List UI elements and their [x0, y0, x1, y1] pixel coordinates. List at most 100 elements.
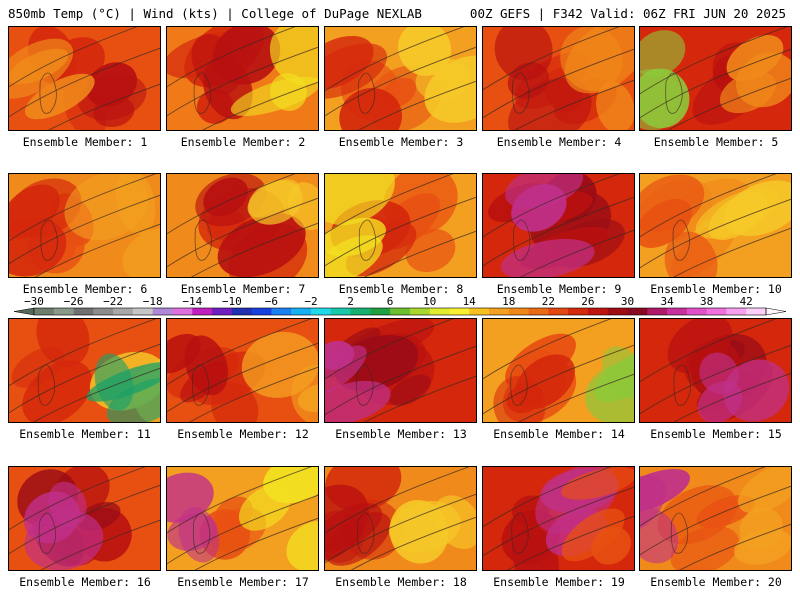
contour-line	[9, 484, 160, 555]
temperature-field	[9, 319, 160, 422]
temperature-field	[640, 174, 791, 277]
temperature-region	[388, 500, 461, 553]
contour-line	[640, 198, 791, 269]
contour-line	[483, 467, 612, 528]
temperature-region	[24, 73, 95, 120]
temperature-region	[640, 507, 679, 564]
colorbar-swatch	[271, 308, 292, 315]
temperature-field	[640, 467, 791, 570]
ensemble-member-map	[324, 318, 477, 423]
colorbar-swatch	[429, 308, 450, 315]
contour-line	[9, 319, 157, 387]
contour-line	[363, 375, 476, 422]
temperature-region	[36, 319, 90, 367]
contour-line	[9, 343, 160, 414]
member-label: Ensemble Member: 13	[335, 427, 467, 441]
temperature-region	[723, 359, 790, 422]
colorbar-swatch	[548, 308, 569, 315]
ensemble-member-map	[166, 466, 319, 571]
colorbar-swatch	[350, 308, 371, 315]
temperature-field	[483, 319, 634, 422]
colorbar-swatch	[34, 308, 55, 315]
contour-line	[325, 345, 476, 416]
member-label: Ensemble Member: 2	[180, 135, 306, 149]
colorbar-tick-label: 14	[463, 295, 477, 308]
temperature-field	[325, 319, 476, 422]
contour-line	[167, 27, 296, 88]
contour-line	[483, 344, 634, 415]
contour-line	[506, 515, 634, 570]
contour-line	[9, 47, 160, 118]
temperature-region	[405, 228, 456, 273]
temperature-region	[167, 333, 201, 374]
temperature-field	[483, 27, 634, 130]
contour-line	[514, 79, 634, 130]
temperature-region	[640, 30, 686, 77]
colorbar-tick-label: 2	[347, 295, 354, 308]
temperature-field	[325, 27, 476, 130]
colorbar-swatch	[113, 308, 134, 315]
temperature-region	[217, 213, 306, 277]
ensemble-member-map	[8, 466, 161, 571]
terrain-contour	[191, 364, 210, 406]
colorbar-tick-label: −14	[182, 295, 202, 308]
colorbar-swatch	[706, 308, 727, 315]
temperature-region	[325, 345, 367, 395]
terrain-contour	[673, 364, 691, 406]
contour-line	[167, 467, 312, 534]
contour-line	[640, 48, 791, 119]
temperature-region	[248, 180, 303, 225]
colorbar-swatch	[627, 308, 648, 315]
colorbar-swatch	[251, 308, 272, 315]
contour-line	[325, 493, 476, 564]
colorbar-swatch	[647, 308, 668, 315]
contour-line	[201, 81, 318, 130]
terrain-contour	[40, 219, 58, 261]
contour-line	[640, 344, 791, 415]
temperature-region	[561, 467, 634, 500]
temperature-region	[339, 88, 403, 130]
terrain-contour	[194, 219, 213, 261]
temperature-region	[297, 384, 318, 413]
colorbar-tick-label: −26	[64, 295, 84, 308]
contour-line	[167, 197, 318, 268]
colorbar-tick-label: −30	[24, 295, 44, 308]
contour-line	[517, 373, 634, 422]
contour-line	[47, 83, 160, 130]
temperature-field	[167, 319, 318, 422]
colorbar-swatch	[212, 308, 233, 315]
member-label: Ensemble Member: 8	[338, 282, 464, 296]
ensemble-member-map	[639, 26, 792, 131]
temperature-region	[287, 182, 318, 231]
temperature-region	[325, 174, 395, 226]
page-title: 850mb Temp (°C) | Wind (kts) | College o…	[8, 6, 422, 21]
colorbar-swatch	[330, 308, 351, 315]
colorbar-tick-label: 26	[581, 295, 594, 308]
temperature-region	[291, 364, 318, 422]
temperature-region	[238, 484, 292, 531]
contour-line	[483, 174, 620, 238]
ensemble-member-map	[166, 173, 319, 278]
colorbar-swatch	[390, 308, 411, 315]
temperature-region	[325, 43, 388, 99]
temperature-region	[167, 513, 218, 551]
temperature-region	[719, 71, 777, 114]
temperature-region	[86, 62, 138, 107]
colorbar-swatch	[370, 308, 391, 315]
contour-line	[640, 467, 766, 527]
member-label: Ensemble Member: 12	[177, 427, 309, 441]
temperature-region	[561, 508, 625, 562]
colorbar-tick-label: 38	[700, 295, 713, 308]
contour-line	[358, 80, 476, 130]
colorbar-swatch	[568, 308, 589, 315]
contour-line	[640, 485, 791, 556]
terrain-contour	[192, 512, 211, 554]
terrain-contour	[665, 72, 683, 114]
contour-line	[189, 366, 318, 422]
member-label: Ensemble Member: 20	[650, 575, 782, 589]
temperature-region	[514, 354, 575, 410]
colorbar-swatch	[192, 308, 213, 315]
member-label: Ensemble Member: 10	[650, 282, 782, 296]
contour-line	[167, 46, 318, 117]
temperature-region	[596, 81, 634, 130]
